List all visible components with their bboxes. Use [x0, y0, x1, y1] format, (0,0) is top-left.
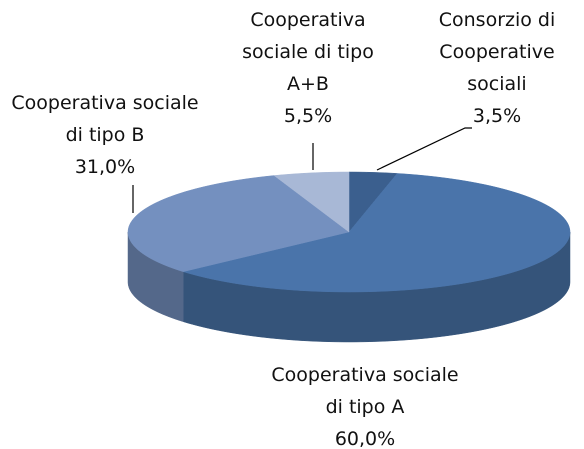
slice: [273, 171, 350, 233]
slice-label: Cooperativa sociale di tipo A 60,0%: [262, 359, 468, 449]
category-label: Cooperativa sociale di tipo B: [11, 92, 199, 146]
value-label: 31,0%: [74, 156, 136, 178]
category-label: Cooperativa sociale di tipo A+B: [242, 9, 374, 95]
leader-line: [376, 127, 472, 171]
slice-label: Consorzio di Cooperative sociali 3,5%: [422, 4, 572, 132]
value-label: 3,5%: [472, 105, 522, 127]
category-label: Consorzio di Cooperative sociali: [438, 9, 556, 95]
value-label: 5,5%: [283, 105, 333, 127]
category-label: Cooperativa sociale di tipo A: [271, 364, 459, 418]
slice: [182, 173, 571, 293]
slice-label: Cooperativa sociale di tipo B 31,0%: [2, 87, 208, 183]
slice: [127, 175, 350, 272]
value-label: 60,0%: [334, 428, 396, 449]
pie: [127, 171, 571, 343]
slice-label: Cooperativa sociale di tipo A+B 5,5%: [223, 4, 393, 132]
